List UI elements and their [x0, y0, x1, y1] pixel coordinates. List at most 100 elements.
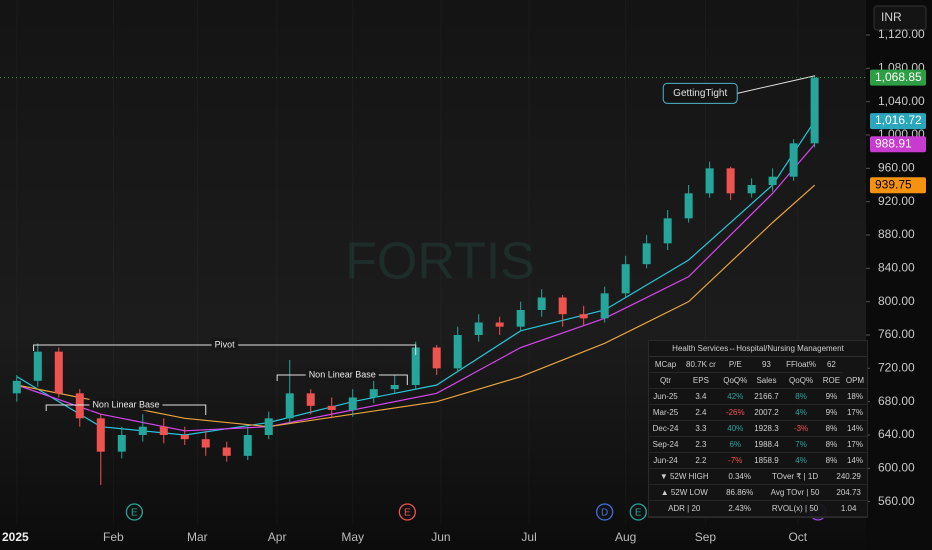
quarter-cell: 14%: [842, 420, 867, 437]
x-tick-label: Feb: [103, 530, 124, 544]
quarter-cell: 2.4: [682, 404, 720, 421]
quarter-row: Sep-24 2.3 6% 1988.4 7% 8% 17%: [649, 436, 867, 453]
quarter-cell: 8%: [819, 436, 843, 453]
candle-body: [33, 351, 42, 381]
summary-row: MCap 80.7K cr P/E 93 FFloat% 62: [649, 357, 867, 373]
stats-cell: RVOL(x) | 50: [759, 500, 831, 517]
event-label: E: [635, 508, 642, 519]
price-tag-label: 1,016.72: [875, 113, 922, 127]
annotation-label: Pivot: [215, 339, 236, 349]
quarter-cell: 6%: [719, 436, 751, 453]
quarter-cell: 8%: [819, 420, 843, 437]
candle-body: [768, 176, 777, 185]
currency-box[interactable]: [873, 5, 927, 31]
candle-body: [705, 168, 714, 194]
price-tag: [870, 113, 926, 130]
y-tick-label: 920.00: [878, 194, 915, 208]
price-tag: [870, 136, 926, 153]
header-cell: QoQ%: [782, 372, 820, 389]
quarter-cell: 1928.3: [750, 420, 783, 437]
price-tag: [870, 177, 926, 194]
price-tag-label: 1,068.85: [875, 70, 922, 84]
y-tick-label: 1,040.00: [878, 94, 925, 108]
quarter-cell: 7%: [782, 436, 820, 453]
moving-average: [16, 143, 816, 432]
candle-body: [222, 447, 231, 456]
quarter-cell: 40%: [719, 420, 751, 437]
candle-body: [117, 435, 126, 452]
quarter-cell: -7%: [719, 452, 751, 469]
quarter-cell: 42%: [719, 388, 751, 405]
candle-body: [747, 185, 756, 194]
candle-body: [327, 405, 336, 410]
x-tick-label: Sep: [695, 530, 717, 544]
y-tick-label: 800.00: [878, 294, 915, 308]
quarter-cell: 14%: [842, 452, 867, 469]
y-tick-label: 560.00: [878, 494, 915, 508]
stats-cell: 86.86%: [719, 484, 760, 501]
stats-cell: 204.73: [830, 484, 867, 501]
quarter-row: Jun-25 3.4 42% 2166.7 8% 9% 18%: [649, 388, 867, 405]
candle-body: [159, 426, 168, 435]
summary-cell: 62: [819, 357, 843, 373]
quarter-cell: 4%: [782, 452, 820, 469]
callout-line: [737, 75, 815, 94]
candle-body: [96, 418, 105, 452]
quarter-cell: Jun-24: [649, 452, 683, 469]
callout-box: [662, 82, 738, 104]
price-tag-label: 988.91: [875, 136, 912, 150]
x-tick-label: Jul: [521, 530, 536, 544]
candle-body: [411, 347, 420, 385]
panel-title: Health Services⇔Hospital/Nursing Managem…: [649, 341, 867, 357]
summary-cell: MCap: [649, 357, 683, 373]
header-cell: EPS: [682, 372, 720, 389]
quarter-row: Mar-25 2.4 -26% 2007.2 4% 9% 17%: [649, 404, 867, 421]
quarter-cell: 18%: [842, 388, 867, 405]
summary-cell: 93: [750, 357, 783, 373]
stats-cell: TOver ₹ | 1D: [759, 469, 831, 485]
candle-body: [537, 297, 546, 310]
quarter-cell: 1858.9: [750, 452, 783, 469]
quarter-cell: 3.4: [682, 388, 720, 405]
stats-row: ▼ 52W HIGH 0.34% TOver ₹ | 1D 240.29: [649, 469, 867, 485]
y-tick-label: 840.00: [878, 261, 915, 275]
stats-cell: 2.43%: [719, 500, 760, 517]
candle-body: [579, 314, 588, 319]
candle-body: [243, 435, 252, 456]
event-marker: [629, 503, 647, 521]
quarter-cell: 9%: [819, 388, 843, 405]
quarter-cell: 4%: [782, 404, 820, 421]
quarter-cell: 17%: [842, 404, 867, 421]
candle-body: [285, 393, 294, 419]
x-tick-label: Apr: [268, 530, 287, 544]
summary-cell: P/E: [719, 357, 751, 373]
candle-body: [369, 389, 378, 398]
candle-body: [453, 335, 462, 369]
quarter-cell: -26%: [719, 404, 751, 421]
quarter-cell: 9%: [819, 404, 843, 421]
y-tick-label: 720.00: [878, 361, 915, 375]
candle-body: [12, 380, 21, 394]
candle-body: [180, 435, 189, 440]
quarter-cell: 17%: [842, 436, 867, 453]
header-cell: OPM: [842, 372, 867, 389]
candle-body: [432, 347, 441, 369]
quarter-cell: -3%: [782, 420, 820, 437]
stats-cell: ▼ 52W HIGH: [649, 469, 720, 485]
y-tick-label: 640.00: [878, 427, 915, 441]
header-cell: QoQ%: [719, 372, 751, 389]
y-tick-label: 1,120.00: [878, 27, 925, 41]
candle-body: [600, 293, 609, 319]
stats-cell: ▲ 52W LOW: [649, 484, 720, 501]
x-tick-label: May: [341, 530, 364, 544]
event-label: E: [404, 508, 411, 519]
candle-body: [726, 168, 735, 194]
event-marker: [398, 503, 416, 521]
header-cell: Qtr: [649, 372, 683, 389]
quarter-cell: 2.3: [682, 436, 720, 453]
stats-row: ADR | 20 2.43% RVOL(x) | 50 1.04: [649, 500, 867, 517]
quarter-cell: 2.2: [682, 452, 720, 469]
candle-body: [54, 351, 63, 394]
x-tick-label: 2025: [2, 530, 29, 544]
summary-cell: 80.7K cr: [682, 357, 720, 373]
